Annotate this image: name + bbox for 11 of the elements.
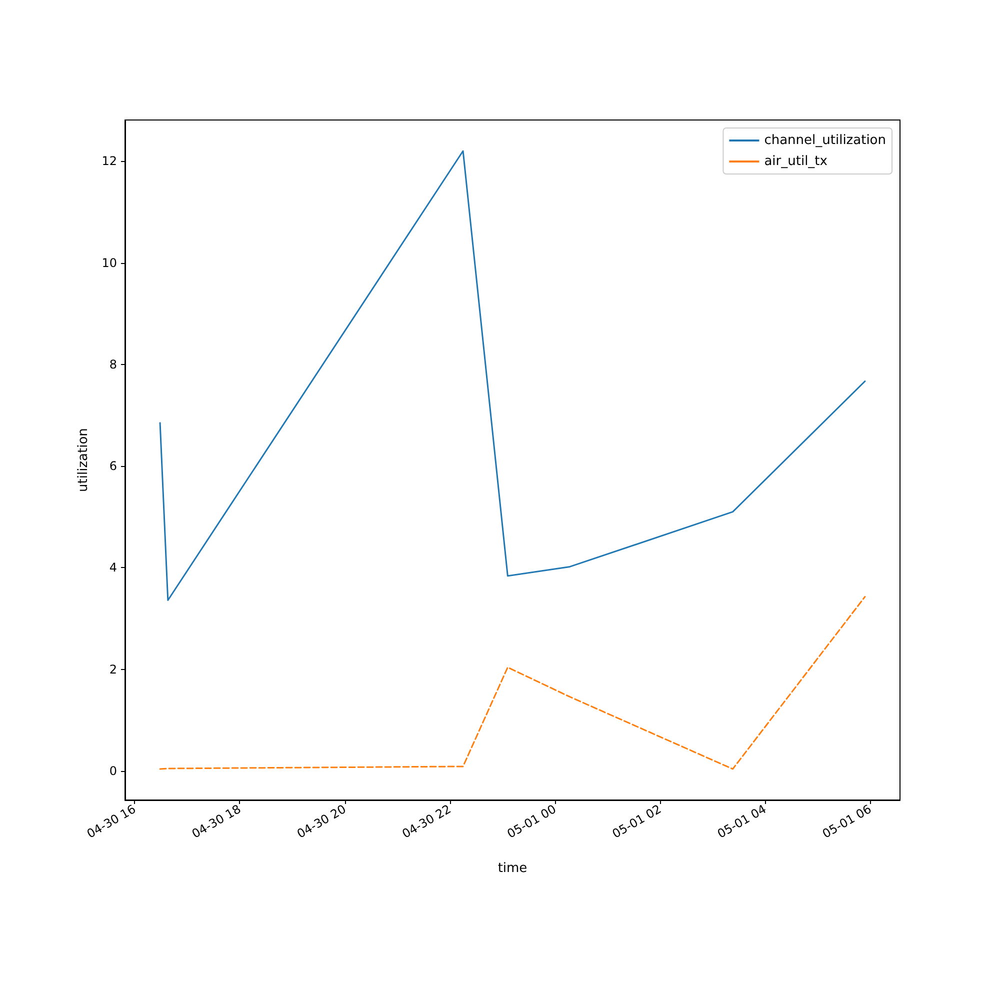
x-axis-title: time	[498, 861, 528, 876]
y-tick-label: 10	[102, 256, 117, 270]
y-tick-label: 4	[109, 560, 117, 575]
legend-label: channel_utilization	[764, 133, 886, 148]
y-tick-label: 6	[109, 459, 117, 474]
y-tick-label: 2	[109, 662, 117, 676]
legend-label: air_util_tx	[764, 154, 828, 169]
y-tick-label: 12	[102, 154, 117, 168]
y-tick-label: 8	[109, 357, 117, 372]
y-axis-title: utilization	[76, 428, 91, 492]
y-tick-label: 0	[109, 764, 117, 778]
